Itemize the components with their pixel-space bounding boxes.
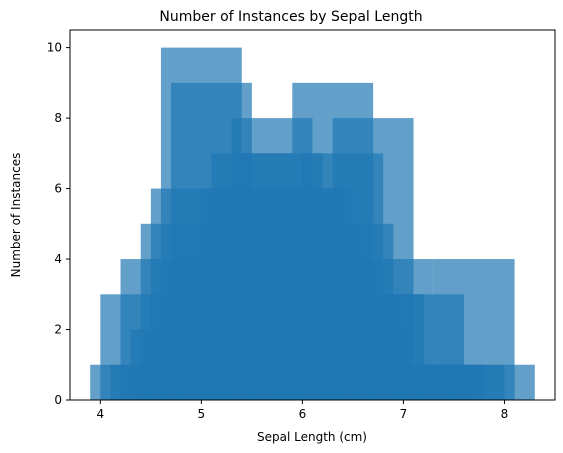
y-tick-label: 6	[54, 182, 62, 196]
x-tick-label: 5	[198, 407, 206, 421]
x-axis-label: Sepal Length (cm)	[257, 430, 367, 444]
y-tick-label: 2	[54, 323, 62, 337]
y-tick-label: 4	[54, 252, 62, 266]
x-axis: 4 5 6 7 8	[96, 400, 508, 421]
x-tick-label: 7	[400, 407, 408, 421]
chart-title: Number of Instances by Sepal Length	[159, 9, 422, 25]
bar	[453, 364, 535, 400]
y-axis-label: Number of Instances	[9, 153, 23, 278]
y-tick-label: 10	[47, 41, 62, 55]
y-axis: 0 2 4 6 8 10	[47, 41, 70, 407]
bars-group	[90, 47, 535, 400]
x-tick-label: 6	[299, 407, 307, 421]
x-tick-label: 8	[501, 407, 509, 421]
x-tick-label: 4	[96, 407, 104, 421]
plot-frame	[69, 29, 556, 401]
y-tick-label: 0	[54, 393, 62, 407]
y-tick-label: 8	[54, 111, 62, 125]
